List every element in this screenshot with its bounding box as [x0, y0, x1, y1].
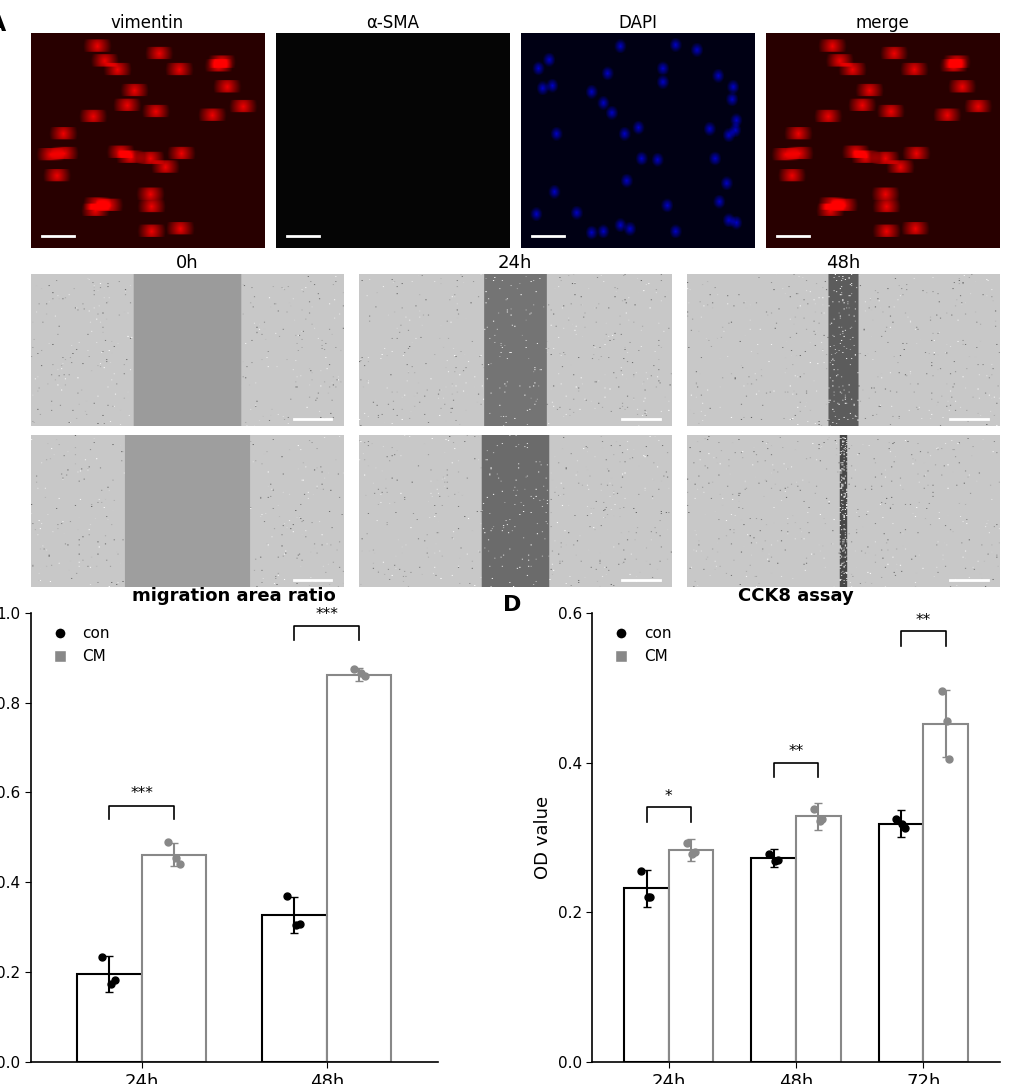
Point — [639, 889, 655, 906]
Bar — [877, 824, 922, 1062]
Point — [684, 846, 700, 863]
Title: merge: merge — [855, 14, 909, 33]
Point — [94, 948, 110, 966]
Point — [686, 843, 702, 861]
Bar — [668, 850, 712, 1062]
Title: 48h: 48h — [825, 254, 860, 272]
Bar — [326, 674, 391, 1062]
Point — [353, 664, 369, 682]
Text: *: * — [664, 789, 672, 803]
Point — [103, 975, 119, 992]
Bar — [624, 889, 668, 1062]
Title: 24h: 24h — [497, 254, 532, 272]
Text: **: ** — [915, 612, 930, 628]
Bar — [751, 859, 795, 1062]
Point — [642, 889, 658, 906]
Legend: con, CM: con, CM — [38, 620, 116, 670]
Point — [291, 915, 308, 932]
Title: α-SMA: α-SMA — [366, 14, 419, 33]
Bar — [795, 816, 840, 1062]
Title: DAPI: DAPI — [618, 14, 656, 33]
Point — [806, 800, 822, 817]
Text: **: ** — [788, 744, 803, 759]
Point — [287, 916, 304, 933]
Title: vimentin: vimentin — [111, 14, 183, 33]
Text: ***: *** — [130, 787, 153, 801]
Bar — [76, 973, 142, 1062]
Point — [107, 971, 123, 989]
Point — [937, 712, 954, 730]
Point — [345, 660, 362, 678]
Title: migration area ratio: migration area ratio — [132, 588, 335, 606]
Point — [932, 683, 949, 700]
Y-axis label: OD value: OD value — [534, 796, 551, 879]
Point — [167, 849, 183, 866]
Point — [887, 810, 903, 827]
Point — [766, 853, 783, 870]
Point — [356, 668, 372, 685]
Point — [941, 750, 957, 767]
Title: 0h: 0h — [175, 254, 198, 272]
Point — [760, 846, 776, 863]
Point — [813, 811, 829, 828]
Point — [160, 834, 176, 851]
Point — [896, 820, 912, 837]
Point — [278, 887, 294, 904]
Point — [679, 835, 695, 852]
Point — [894, 815, 910, 833]
Title: CCK8 assay: CCK8 assay — [738, 588, 853, 606]
Bar — [922, 723, 967, 1062]
Bar — [262, 915, 326, 1062]
Point — [768, 851, 785, 868]
Text: A: A — [0, 15, 6, 36]
Point — [171, 855, 187, 873]
Point — [633, 863, 649, 880]
Bar — [142, 854, 206, 1062]
Legend: con, CM: con, CM — [599, 620, 678, 670]
Point — [810, 812, 826, 829]
Text: ***: *** — [315, 607, 338, 621]
Text: D: D — [502, 595, 521, 615]
